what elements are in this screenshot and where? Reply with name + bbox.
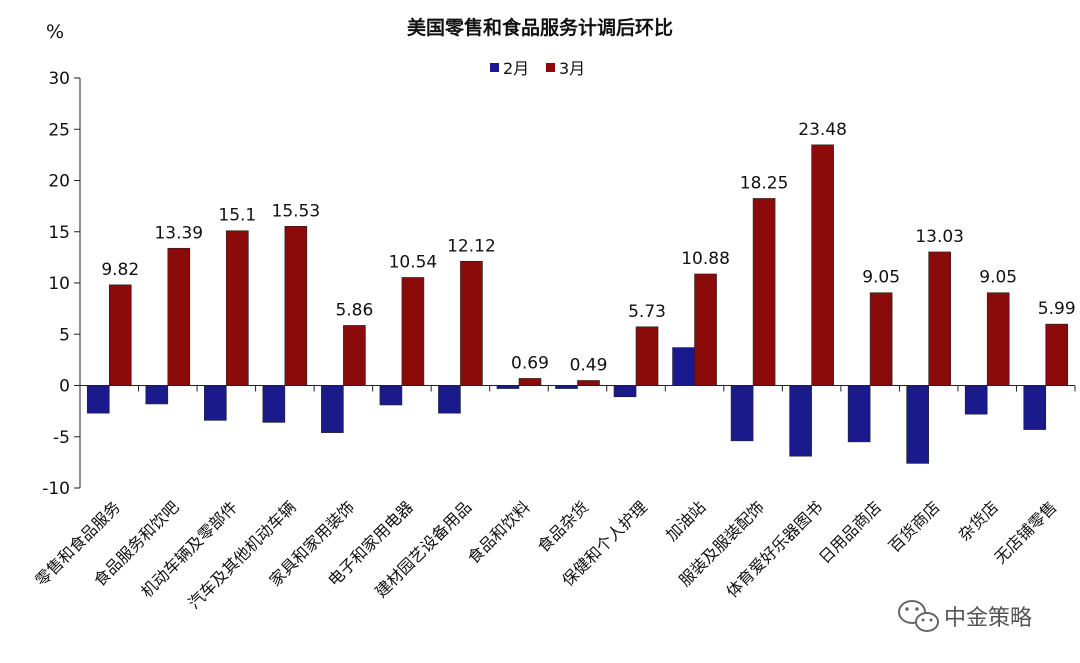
bar-mar (167, 247, 191, 386)
bar-mar (635, 326, 659, 386)
chart-title: 美国零售和食品服务计调后环比 (407, 16, 673, 39)
x-tick-label: 无店铺零售 (991, 497, 1061, 567)
bar-mar (108, 284, 132, 386)
bar-mar (226, 230, 249, 386)
legend-swatch-feb (490, 63, 499, 72)
bar-feb (847, 385, 871, 443)
bar-feb (789, 385, 812, 457)
bar-mar (811, 144, 834, 386)
y-axis-unit: % (46, 21, 64, 43)
bar-feb (86, 385, 110, 414)
data-label: 9.05 (862, 268, 900, 288)
data-label: 0.69 (511, 353, 549, 373)
data-label: 9.05 (979, 268, 1017, 288)
bar-feb (964, 385, 988, 415)
legend-swatch-mar (546, 63, 555, 72)
wechat-icon (898, 600, 939, 632)
data-label: 13.39 (154, 223, 203, 243)
x-tick-label: 汽车及其他机动车辆 (184, 497, 299, 612)
bar-feb (145, 385, 169, 405)
bar-mar (284, 226, 308, 386)
bar-feb (321, 385, 344, 433)
bar-feb (555, 385, 578, 389)
x-tick-label: 百货商店 (885, 497, 944, 556)
y-tick-label: -5 (53, 428, 70, 448)
legend-label: 3月 (559, 59, 585, 78)
bar-feb (496, 385, 520, 389)
y-tick-label: 5 (59, 325, 70, 345)
y-tick-label: 0 (59, 377, 70, 397)
y-tick-label: 15 (48, 223, 70, 243)
legend: 2月 3月 (490, 59, 585, 78)
bar-feb (204, 385, 227, 421)
bar-mar (401, 277, 425, 386)
data-label: 5.73 (628, 302, 666, 322)
bar-mar (928, 251, 951, 386)
bar-feb (906, 385, 929, 464)
data-labels: 9.82 13.39 15.1 15.53 5.86 10.54 12.12 0.69 0.49… (101, 120, 1075, 376)
bar-mar (343, 325, 366, 386)
bar-mar (518, 378, 542, 386)
data-label: 10.88 (681, 249, 730, 269)
data-label: 12.12 (447, 236, 496, 256)
bar-feb (613, 385, 637, 398)
bar-mar (694, 273, 717, 386)
data-label: 10.54 (389, 252, 438, 272)
data-label: 18.25 (740, 173, 789, 193)
bar-feb (1023, 385, 1047, 430)
watermark: 中金策略 (898, 600, 1032, 632)
x-tick-label: 食品和饮料 (464, 497, 534, 567)
data-label: 5.99 (1038, 299, 1076, 319)
bar-mar (1045, 323, 1069, 386)
y-tick-label: 10 (48, 274, 70, 294)
data-label: 5.86 (335, 300, 373, 320)
x-tick-labels: 零售和食品服务食品服务和饮吧机动车辆及零部件汽车及其他机动车辆家具和家用装饰电子… (31, 497, 1060, 612)
bar-mar (460, 260, 483, 386)
bar-feb (730, 385, 754, 442)
bar-mar (986, 292, 1010, 386)
y-tick-label: 25 (48, 120, 70, 140)
data-label: 0.49 (570, 355, 608, 375)
x-tick-label: 日用品商店 (815, 497, 885, 567)
data-label: 15.1 (218, 206, 256, 226)
x-tick-label: 杂货店 (955, 497, 1002, 544)
y-tick-label: -10 (42, 479, 70, 499)
x-tick-label: 加油站 (662, 497, 709, 544)
data-label: 13.03 (915, 227, 964, 247)
bar-mar (869, 292, 893, 386)
bar-mar (752, 198, 776, 386)
x-tick-label: 食品杂货 (534, 497, 593, 556)
data-label: 15.53 (272, 201, 321, 221)
y-tick-label: 30 (48, 69, 70, 89)
bar-feb (262, 385, 286, 423)
data-label: 23.48 (798, 120, 847, 140)
watermark-text: 中金策略 (944, 606, 1032, 631)
y-tick-label: 20 (48, 172, 70, 192)
bar-feb (438, 385, 461, 414)
bar-feb (379, 385, 403, 406)
legend-label: 2月 (503, 59, 529, 78)
bar-feb (672, 347, 695, 386)
bar-mar (577, 380, 600, 386)
data-label: 9.82 (101, 260, 139, 280)
bars (86, 144, 1069, 464)
